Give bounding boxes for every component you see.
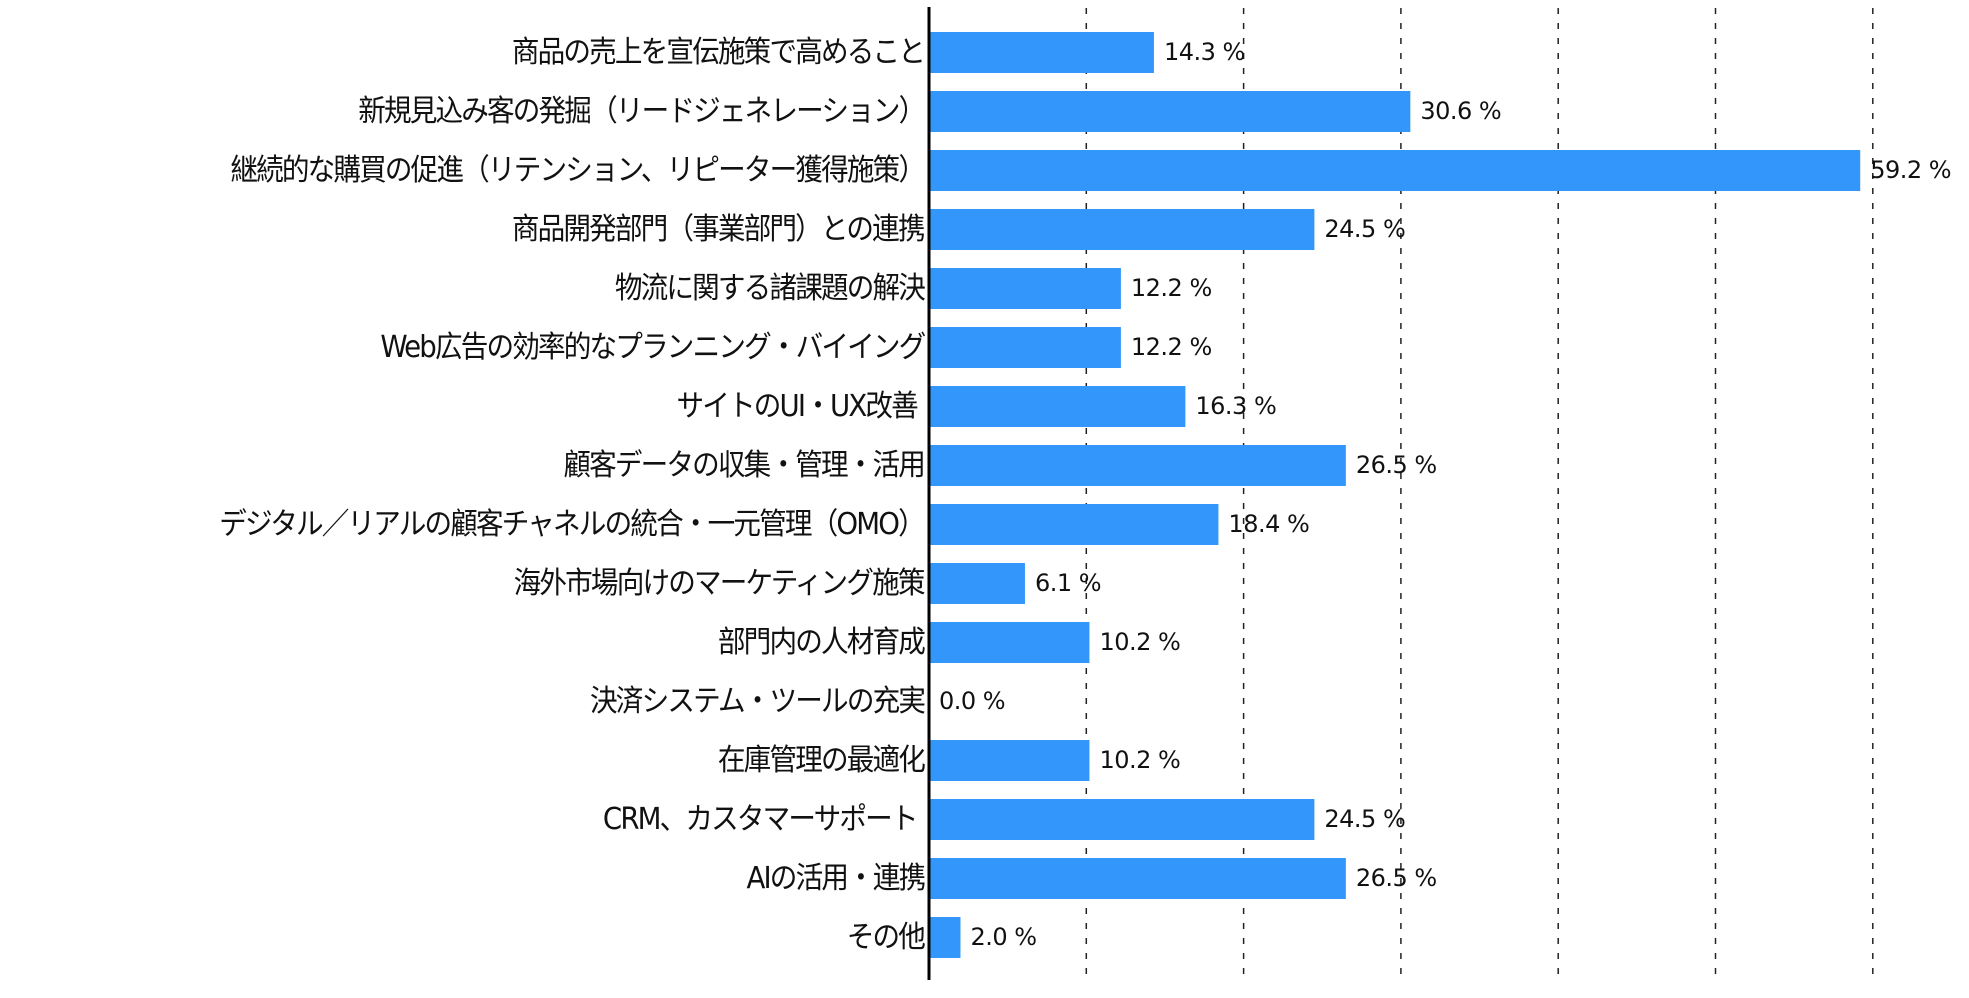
bar-14 [930,858,1346,899]
value-label-13: 24.5 % [1324,805,1406,833]
bar-6 [930,386,1186,427]
category-label-9: 海外市場向けのマーケティング施策 [514,566,926,601]
value-label-9: 6.1 % [1034,569,1102,597]
value-label-8: 18.4 % [1228,510,1310,538]
value-label-1: 30.6 % [1420,97,1502,125]
bars [930,32,1861,958]
bar-0 [930,32,1154,73]
bar-2 [930,150,1861,191]
value-label-0: 14.3 % [1163,38,1245,66]
category-label-11: 決済システム・ツールの充実 [589,684,926,719]
value-label-7: 26.5 % [1355,451,1437,479]
category-label-12: 在庫管理の最適化 [717,743,926,778]
value-label-5: 12.2 % [1130,333,1212,361]
value-label-6: 16.3 % [1195,392,1277,420]
category-label-8: デジタル／リアルの顧客チャネルの統合・一元管理（OMO） [219,507,925,542]
bar-3 [930,209,1315,250]
bar-5 [930,327,1121,368]
value-label-10: 10.2 % [1099,628,1181,656]
value-label-15: 2.0 % [970,923,1037,951]
value-label-3: 24.5 % [1324,215,1406,243]
category-label-6: サイトのUI・UX改善 [676,389,924,424]
bar-9 [930,563,1025,604]
category-label-0: 商品の売上を宣伝施策で高めること [511,35,926,70]
category-label-4: 物流に関する諸課題の解決 [614,271,926,306]
category-label-10: 部門内の人材育成 [717,625,926,660]
bar-15 [930,917,961,958]
category-label-15: その他 [846,920,926,955]
bar-4 [930,268,1121,309]
bar-7 [930,445,1346,486]
value-label-14: 26.5 % [1355,864,1437,892]
bar-1 [930,91,1411,132]
value-label-4: 12.2 % [1130,274,1212,302]
value-label-12: 10.2 % [1099,746,1181,774]
bar-10 [930,622,1090,663]
value-label-2: 59.2 % [1870,156,1952,184]
category-label-7: 顧客データの収集・管理・活用 [563,448,925,483]
category-label-1: 新規見込み客の発掘（リードジェネレーション） [357,94,926,129]
bar-12 [930,740,1090,781]
category-label-3: 商品開発部門（事業部門）との連携 [512,212,926,247]
category-label-13: CRM、カスタマーサポート [603,802,924,837]
bar-8 [930,504,1219,545]
value-label-11: 0.0 % [939,687,1006,715]
category-label-2: 継続的な購買の促進（リテンション、リピーター獲得施策） [230,153,926,188]
category-label-14: AIの活用・連携 [746,861,926,896]
bar-13 [930,799,1315,840]
category-label-5: Web広告の効率的なプランニング・バイイング [379,330,926,365]
